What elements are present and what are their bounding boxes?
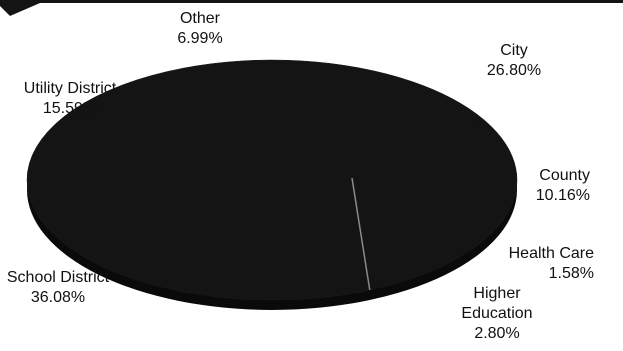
pie-label-school-district: School District 36.08% [7, 269, 110, 306]
pie-label-city: City 26.80% [487, 42, 541, 79]
pie-slice-city [271, 119, 518, 291]
pie-slice-utility-district [182, 59, 413, 181]
pie-label-value: 36.08% [31, 289, 85, 306]
pie-label-name: Education [461, 305, 532, 322]
pie-label-value: 1.58% [549, 265, 594, 282]
pie-label-value: 2.80% [474, 325, 519, 342]
pie-slice-county [216, 179, 371, 301]
pie-label-value: 26.80% [487, 62, 541, 79]
pie-slice-other [271, 81, 485, 181]
pie-label-name: Higher [473, 285, 521, 302]
pie-label-name: City [500, 42, 528, 59]
pie-label-higher-education: Higher Education 2.80% [461, 285, 532, 342]
pie-label-other: Other 6.99% [177, 10, 222, 47]
pie-label-name: Health Care [509, 245, 594, 262]
pie-label-health-care: Health Care 1.58% [509, 245, 594, 282]
pie-label-name: Other [180, 10, 221, 27]
pie-label-name: County [539, 167, 590, 184]
pie-label-value: 15.59% [43, 100, 97, 117]
pie-label-name: Utility District [24, 80, 117, 97]
pie-label-name: School District [7, 269, 110, 286]
pie-label-county: County 10.16% [536, 167, 590, 204]
pie-divider-city-county [351, 177, 371, 291]
pie-slice-school-district [26, 67, 273, 286]
pie-label-value: 6.99% [177, 30, 222, 47]
header-banner [0, 0, 623, 16]
pie-label-value: 10.16% [536, 187, 590, 204]
pie-label-utility-district: Utility District 15.59% [24, 80, 117, 117]
